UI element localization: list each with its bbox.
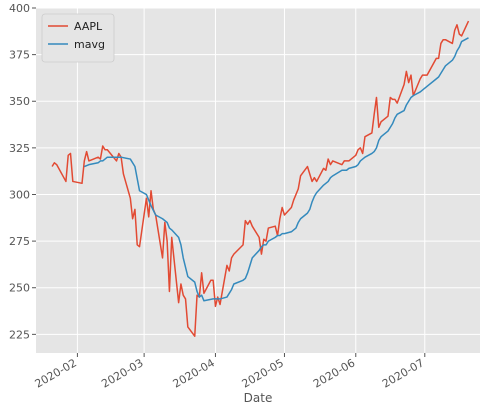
grid-lines xyxy=(36,7,480,353)
y-tick-label: 400 xyxy=(9,2,30,15)
legend: AAPL mavg xyxy=(41,13,115,63)
x-tick-label: 2020-05 xyxy=(240,356,286,390)
x-axis: 2020-02 2020-03 2020-04 2020-05 2020-06 2020-… xyxy=(33,353,426,391)
x-tick-label: 2020-03 xyxy=(99,356,145,390)
y-tick-label: 275 xyxy=(9,235,30,248)
x-tick-label: 2020-02 xyxy=(33,356,79,390)
y-tick-label: 250 xyxy=(9,282,30,295)
plot-area xyxy=(36,8,480,353)
series-layer xyxy=(51,20,470,337)
x-tick-label: 2020-06 xyxy=(311,356,357,390)
x-tick-label: 2020-07 xyxy=(380,356,426,390)
y-tick-label: 325 xyxy=(9,142,30,155)
y-tick-label: 300 xyxy=(9,188,30,201)
legend-label: AAPL xyxy=(74,20,103,33)
y-tick-label: 225 xyxy=(9,328,30,341)
y-tick-label: 375 xyxy=(9,49,30,62)
y-axis: 225 250 275 300 325 350 375 400 xyxy=(9,2,36,341)
x-axis-label: Date xyxy=(244,391,273,405)
x-tick-label: 2020-04 xyxy=(171,356,217,390)
series-line-mavg xyxy=(84,37,469,302)
legend-label: mavg xyxy=(74,38,105,51)
series-line-aapl xyxy=(51,20,470,337)
y-tick-label: 350 xyxy=(9,95,30,108)
